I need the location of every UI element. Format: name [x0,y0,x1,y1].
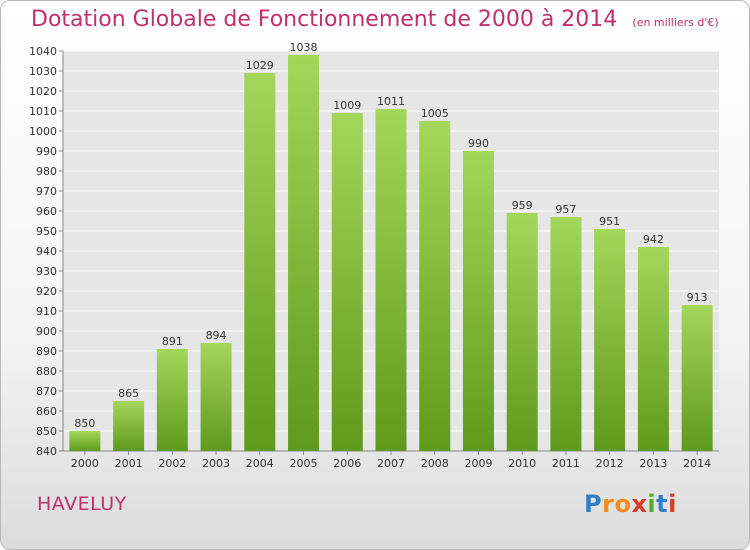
bar [69,431,101,451]
y-tick-label: 850 [36,425,57,438]
y-tick-label: 960 [36,205,57,218]
y-tick-label: 1020 [29,85,57,98]
x-tick-label: 2001 [115,457,143,470]
data-label: 894 [206,329,227,342]
bar [244,73,276,451]
logo-letter: i [647,490,657,518]
data-label: 1029 [246,59,274,72]
y-tick-label: 1000 [29,125,57,138]
data-label: 1009 [333,99,361,112]
x-tick-label: 2013 [639,457,667,470]
logo-letter: P [584,490,603,518]
data-label: 959 [512,199,533,212]
y-tick-label: 860 [36,405,57,418]
proxiti-logo: Proxiti [584,490,677,518]
data-label: 1005 [421,107,449,120]
bar [156,349,188,451]
chart-subtitle: (en milliers d'€) [632,16,719,29]
y-tick-label: 950 [36,225,57,238]
logo-letter: r [602,490,615,518]
logo-letter: i [668,490,677,518]
x-tick-label: 2009 [464,457,492,470]
y-tick-label: 940 [36,245,57,258]
title-row: Dotation Globale de Fonctionnement de 20… [31,7,719,32]
y-tick-label: 910 [36,305,57,318]
bar [637,247,669,451]
x-tick-label: 2014 [683,457,711,470]
y-tick-label: 1040 [29,45,57,58]
bar [594,229,626,451]
x-tick-label: 2012 [596,457,624,470]
x-tick-label: 2008 [421,457,449,470]
logo-letter: x [631,490,648,518]
logo-letter: t [656,490,669,518]
y-tick-label: 920 [36,285,57,298]
data-label: 957 [555,203,576,216]
bar [288,55,320,451]
bar [113,401,145,451]
data-label: 1038 [290,41,318,54]
x-tick-label: 2000 [71,457,99,470]
y-tick-label: 980 [36,165,57,178]
y-tick-label: 900 [36,325,57,338]
commune-name: HAVELUY [37,493,127,515]
y-tick-label: 930 [36,265,57,278]
x-tick-label: 2010 [508,457,536,470]
x-tick-label: 2004 [246,457,274,470]
x-tick-label: 2003 [202,457,230,470]
data-label: 913 [687,291,708,304]
bar [506,213,538,451]
bar [681,305,713,451]
chart-title: Dotation Globale de Fonctionnement de 20… [31,7,618,32]
data-label: 891 [162,335,183,348]
bar [419,121,451,451]
bar [462,151,494,451]
y-tick-label: 870 [36,385,57,398]
bar [550,217,582,451]
logo-letter: o [614,490,632,518]
data-label: 990 [468,137,489,150]
data-label: 850 [74,417,95,430]
bar [200,343,232,451]
data-label: 865 [118,387,139,400]
y-tick-label: 1010 [29,105,57,118]
bar [375,109,407,451]
data-label: 951 [599,215,620,228]
x-tick-label: 2006 [333,457,361,470]
data-label: 1011 [377,95,405,108]
y-tick-label: 990 [36,145,57,158]
x-tick-label: 2007 [377,457,405,470]
bar [331,113,363,451]
y-tick-label: 890 [36,345,57,358]
x-tick-label: 2005 [290,457,318,470]
y-tick-label: 840 [36,445,57,458]
x-tick-label: 2002 [158,457,186,470]
data-label: 942 [643,233,664,246]
y-tick-label: 880 [36,365,57,378]
y-tick-label: 970 [36,185,57,198]
x-tick-label: 2011 [552,457,580,470]
y-tick-label: 1030 [29,65,57,78]
